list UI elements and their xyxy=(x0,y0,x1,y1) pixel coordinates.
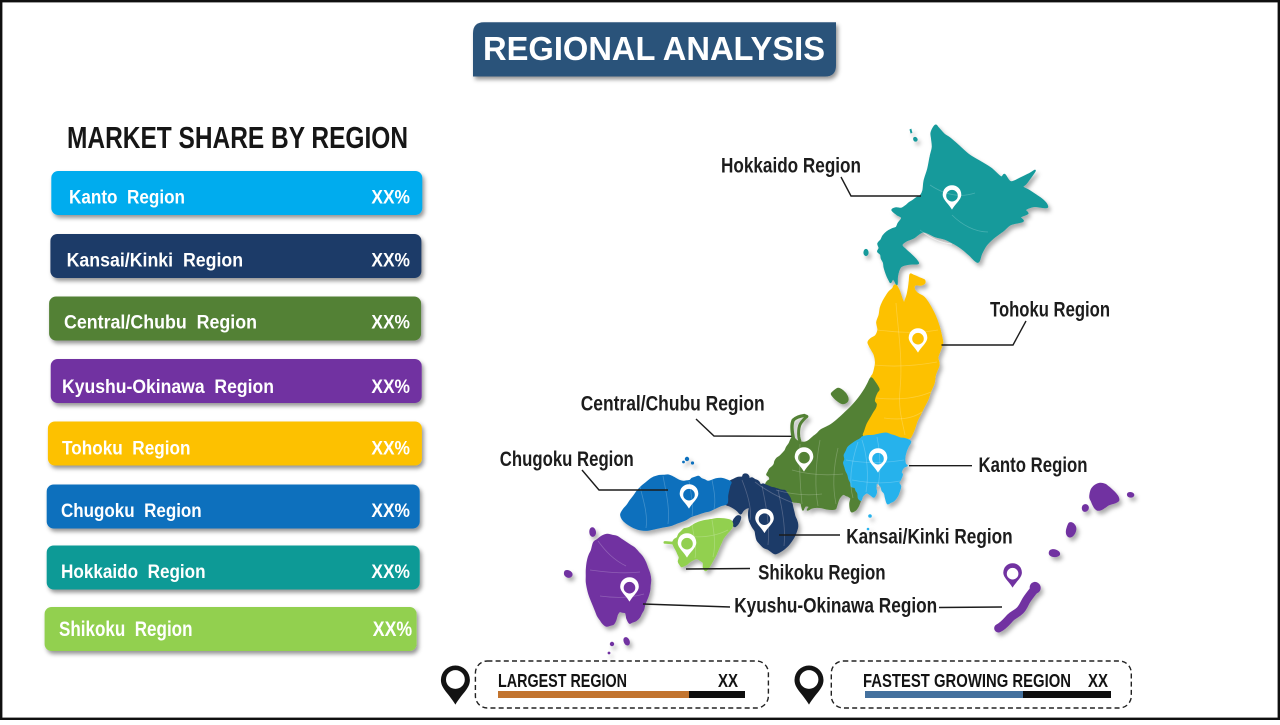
svg-text:XX%: XX% xyxy=(371,313,410,334)
svg-text:Kyushu-Okinawa Region: Kyushu-Okinawa Region xyxy=(62,377,274,398)
svg-text:Tohoku Region: Tohoku Region xyxy=(990,299,1110,322)
svg-text:Hokkaido Region: Hokkaido Region xyxy=(721,154,861,177)
svg-text:Kanto Region: Kanto Region xyxy=(69,187,185,208)
svg-text:LARGEST REGION: LARGEST REGION xyxy=(498,671,627,691)
svg-text:XX%: XX% xyxy=(371,250,410,271)
svg-text:Hokkaido Region: Hokkaido Region xyxy=(61,562,206,583)
svg-text:XX%: XX% xyxy=(373,618,413,641)
svg-text:Shikoku Region: Shikoku Region xyxy=(758,562,886,585)
svg-text:Central/Chubu Region: Central/Chubu Region xyxy=(64,313,257,334)
svg-text:Kansai/Kinki Region: Kansai/Kinki Region xyxy=(846,526,1013,549)
svg-text:Tohoku Region: Tohoku Region xyxy=(62,438,191,459)
svg-text:XX%: XX% xyxy=(371,562,410,583)
svg-text:Kyushu-Okinawa Region: Kyushu-Okinawa Region xyxy=(734,595,937,618)
svg-text:FASTEST GROWING REGION: FASTEST GROWING REGION xyxy=(863,671,1071,691)
svg-text:Kansai/Kinki Region: Kansai/Kinki Region xyxy=(67,250,244,271)
svg-text:Chugoku Region: Chugoku Region xyxy=(500,448,634,471)
svg-text:XX%: XX% xyxy=(371,438,410,459)
svg-text:XX%: XX% xyxy=(371,501,410,522)
svg-text:XX%: XX% xyxy=(371,187,410,208)
svg-text:Chugoku Region: Chugoku Region xyxy=(61,501,202,522)
svg-text:XX: XX xyxy=(718,671,738,691)
svg-text:MARKET SHARE BY REGION: MARKET SHARE BY REGION xyxy=(67,121,408,155)
svg-text:REGIONAL ANALYSIS: REGIONAL ANALYSIS xyxy=(483,30,825,67)
svg-text:Shikoku Region: Shikoku Region xyxy=(59,618,193,641)
svg-text:XX: XX xyxy=(1088,671,1108,691)
svg-text:Kanto Region: Kanto Region xyxy=(979,454,1088,477)
svg-text:Central/Chubu Region: Central/Chubu Region xyxy=(581,393,765,416)
svg-text:XX%: XX% xyxy=(371,377,410,398)
